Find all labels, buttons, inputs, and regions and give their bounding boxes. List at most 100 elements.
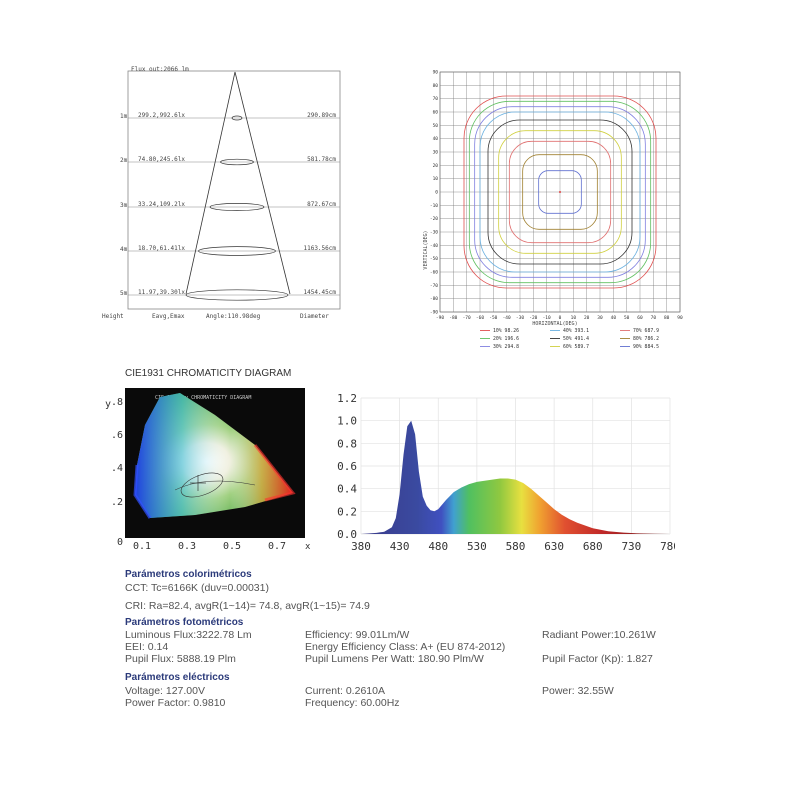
spectrum-ytick: 0.0 [337,528,357,541]
isolux-ytick: 50 [433,123,439,129]
isolux-legend-label: 80% 786.2 [633,336,659,342]
isolux-xtick: -10 [543,315,551,321]
colorimetric-title: Parámetros colorimétricos [125,569,252,580]
beam-ellipse [231,115,243,121]
luminous-flux: Luminous Flux:3222.78 Lm [125,629,252,641]
isolux-ytick: -10 [430,203,438,209]
cct-value: CCT: Tc=6166K (duv=0.00031) [125,582,269,594]
isolux-contour [522,154,598,230]
cie-xtick: 0.7 [268,541,286,552]
spectrum-ytick: 0.8 [337,437,357,450]
spectrum-xtick: 480 [428,540,448,553]
isolux-ytick: 90 [433,70,439,76]
spectrum-xtick: 580 [506,540,526,553]
isolux-xtick: -90 [436,315,444,321]
isolux-contour [479,111,641,273]
beam-footer-angle: Angle:110.98deg [206,313,261,320]
spectrum-xtick: 530 [467,540,487,553]
pupil-factor: Pupil Factor (Kp): 1.827 [542,653,653,665]
flux-label: Flux out:2066 lm [131,66,189,73]
isolux-ytick: 30 [433,150,439,156]
cie-ytick: 0 [117,537,123,548]
isolux-ytick: 20 [433,163,439,169]
power-factor: Power Factor: 0.9810 [125,697,226,709]
beam-row-diameter: 1454.45cm [303,289,336,296]
isolux-svg: -90-90-80-80-70-70-60-60-50-50-40-40-30-… [423,70,683,351]
beam-ellipse [198,246,276,256]
isolux-xlabel: HORIZONTAL(DEG) [532,321,577,327]
beam-footer-diameter: Diameter [300,313,329,320]
spectrum-ytick: 0.6 [337,460,357,473]
spectrum-chart: 0.0 0.2 0.4 0.6 0.8 1.0 1.2 380 430 480 530 580 630… [325,385,680,560]
cie-ytick: .2 [111,497,123,508]
beam-row-illuminance: 74.80,245.6lx [138,156,185,163]
isolux-xtick: -20 [529,315,537,321]
spectrum-ytick: 1.2 [337,392,357,405]
current: Current: 0.2610A [305,685,385,697]
spectrum-ytick: 1.0 [337,415,357,428]
isolux-xtick: -30 [516,315,524,321]
beam-ellipse [185,289,289,301]
isolux-ytick: -60 [430,270,438,276]
isolux-contour [498,130,622,254]
isolux-legend-label: 90% 884.5 [633,344,659,350]
isolux-contour [463,95,657,289]
isolux-legend-label: 40% 393.1 [563,328,589,334]
isolux-ytick: -80 [430,296,438,302]
cie-xtick: 0.1 [133,541,151,552]
spectrum-xtick: 780 [660,540,675,553]
frequency: Frequency: 60.00Hz [305,697,400,709]
isolux-xtick: -60 [476,315,484,321]
isolux-contour [468,100,652,284]
electrical-title: Parámetros eléctricos [125,672,230,683]
isolux-xtick: 80 [664,315,670,321]
isolux-legend-label: 30% 294.8 [493,344,519,350]
cie-title: CIE1931 CHROMATICITY DIAGRAM [125,368,292,379]
spectrum-xtick: 680 [583,540,603,553]
cie-ytick: .4 [111,463,123,474]
isolux-legend-label: 60% 589.7 [563,344,589,350]
isolux-xtick: -50 [489,315,497,321]
beam-row-distance: 2m [120,157,128,164]
beam-row-illuminance: 11.97,39.30lx [138,289,185,296]
beam-row-diameter: 1163.56cm [303,245,336,252]
beam-row-distance: 3m [120,202,128,209]
isolux-ytick: 0 [435,190,438,196]
isolux-ytick: -50 [430,256,438,262]
power: Power: 32.55W [542,685,614,697]
isolux-ytick: 70 [433,96,439,102]
spectrum-svg: 0.0 0.2 0.4 0.6 0.8 1.0 1.2 380 430 480 530 580 630… [337,392,680,553]
isolux-xtick: 90 [677,315,683,321]
cie-svg: CIE 1931x,y CHROMATICITY DIAGRAM y .8 .6.… [105,388,311,552]
isolux-ytick: 80 [433,83,439,89]
isolux-ytick: -90 [430,310,438,316]
pupil-flux: Pupil Flux: 5888.19 Plm [125,653,236,665]
isolux-legend-label: 70% 687.9 [633,328,659,334]
beam-ellipse [220,158,254,166]
isolux-contour [487,119,633,265]
isolux-ytick: -70 [430,283,438,289]
beam-row-distance: 4m [120,246,128,253]
cie-inner-title: CIE 1931x,y CHROMATICITY DIAGRAM [155,395,251,401]
eei: EEI: 0.14 [125,641,169,653]
isolux-legend-label: 50% 491.4 [563,336,589,342]
radiant-power: Radiant Power:10.261W [542,629,656,641]
beam-row-diameter: 581.78cm [307,156,336,163]
isolux-xtick: -80 [449,315,457,321]
beam-row-illuminance: 18.70,61.41lx [138,245,185,252]
spectrum-xtick: 730 [621,540,641,553]
beam-footer-height: Height [102,313,124,320]
isolux-ytick: 60 [433,110,439,116]
beam-row-illuminance: 33.24,109.2lx [138,201,185,208]
spectrum-xtick: 430 [390,540,410,553]
cie-xlabel: x [305,542,311,552]
cie-diagram: CIE 1931x,y CHROMATICITY DIAGRAM y .8 .6.… [105,375,320,555]
efficiency: Efficiency: 99.01Lm/W [305,629,410,641]
cie-xtick: 0.5 [223,541,241,552]
isolux-ylabel: VERTICAL(DEG) [423,230,429,269]
isolux-ytick: 10 [433,176,439,182]
isolux-xtick: -40 [503,315,511,321]
photometric-title: Parámetros fotométricos [125,617,244,628]
isolux-center [559,191,561,193]
isolux-xtick: 50 [624,315,630,321]
